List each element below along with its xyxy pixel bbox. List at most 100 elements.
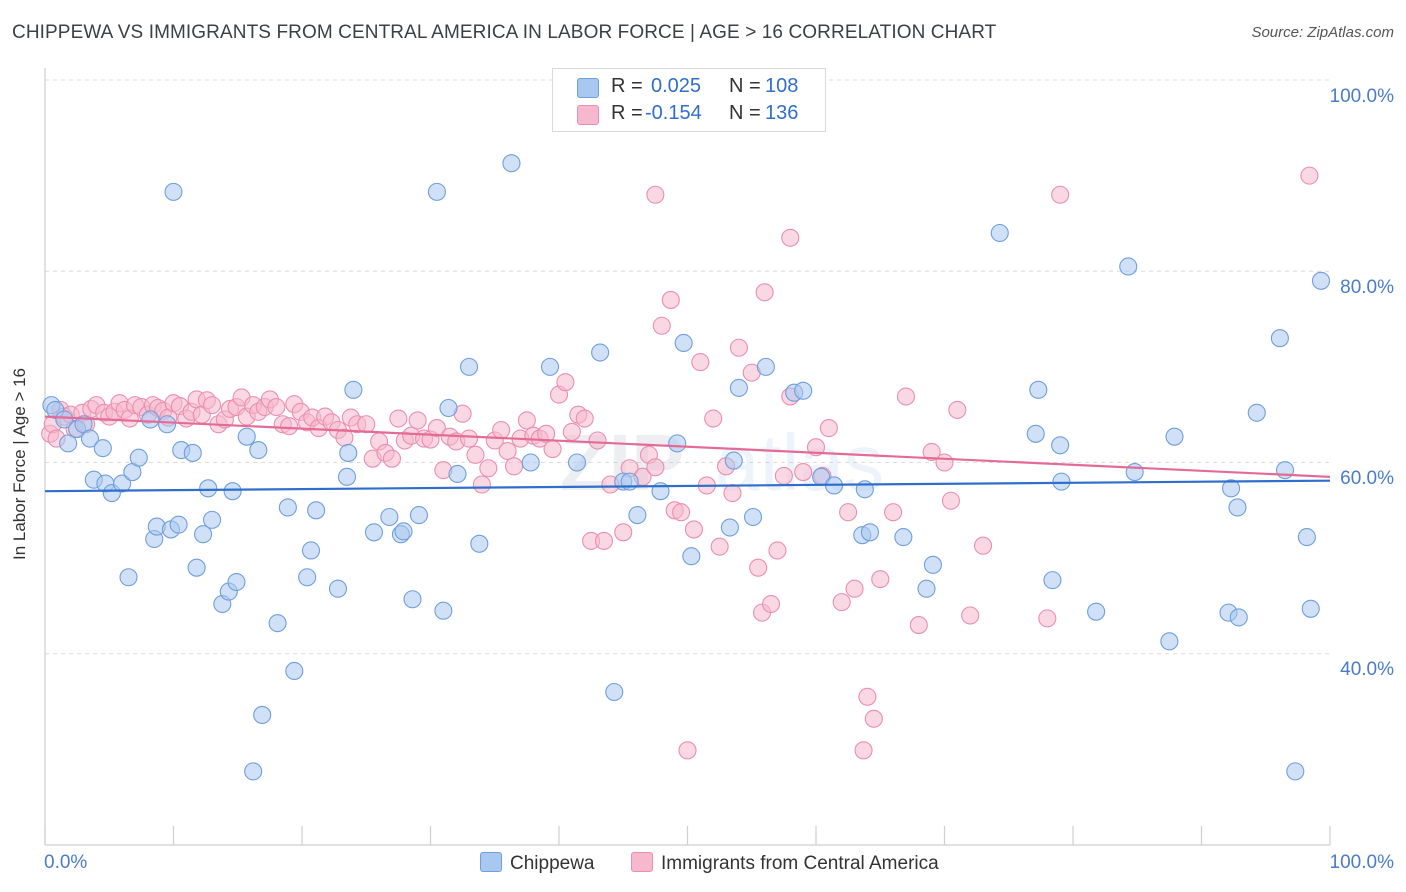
point-immigrants	[1038, 609, 1057, 628]
trend-lines	[44, 415, 1331, 493]
y-tick-80: 80.0%	[1340, 277, 1394, 298]
legend-n-label: N =	[729, 75, 761, 97]
point-chippewa	[567, 453, 587, 472]
point-chippewa	[470, 534, 489, 553]
point-immigrants	[1300, 166, 1319, 185]
legend-swatch-pink	[577, 105, 599, 125]
point-immigrants	[941, 491, 960, 510]
legend-n-value: 136	[765, 102, 799, 124]
point-chippewa	[917, 579, 936, 598]
point-chippewa	[729, 378, 748, 397]
point-chippewa	[668, 434, 687, 453]
point-immigrants	[661, 290, 680, 309]
point-immigrants	[922, 442, 941, 462]
point-immigrants	[504, 457, 524, 476]
point-chippewa	[855, 480, 874, 499]
point-chippewa	[459, 357, 479, 376]
bottom-legend-chippewa: Chippewa	[480, 852, 595, 875]
point-chippewa	[1228, 498, 1247, 517]
point-immigrants	[749, 558, 768, 577]
point-immigrants	[427, 419, 446, 438]
point-chippewa	[307, 501, 326, 520]
point-chippewa	[301, 541, 321, 560]
point-immigrants	[729, 338, 748, 357]
legend-label-immigrants: Immigrants from Central America	[661, 853, 939, 874]
point-chippewa	[337, 467, 357, 486]
point-chippewa	[743, 507, 763, 527]
point-immigrants	[858, 687, 877, 706]
point-chippewa	[1051, 436, 1070, 455]
point-immigrants	[537, 424, 556, 443]
point-chippewa	[1087, 602, 1106, 621]
point-chippewa	[403, 590, 422, 609]
point-chippewa	[540, 357, 560, 376]
point-chippewa	[1270, 329, 1289, 348]
point-chippewa	[1119, 257, 1138, 276]
point-immigrants	[864, 709, 883, 728]
point-chippewa	[1160, 632, 1179, 651]
point-chippewa	[605, 682, 624, 702]
legend-label-chippewa: Chippewa	[510, 853, 595, 874]
point-chippewa	[434, 601, 453, 620]
point-chippewa	[339, 443, 358, 462]
point-chippewa	[1052, 472, 1071, 491]
point-chippewa	[990, 223, 1009, 243]
point-immigrants	[646, 185, 665, 204]
legend-r-label: R =	[611, 75, 643, 97]
point-chippewa	[141, 410, 160, 429]
point-chippewa	[298, 568, 317, 587]
point-immigrants	[646, 458, 665, 477]
point-chippewa	[1229, 608, 1248, 627]
correlation-legend: R = 0.025 N = 108 R = -0.154 N = 136	[552, 68, 826, 132]
point-chippewa	[129, 448, 148, 467]
point-immigrants	[678, 741, 697, 760]
point-chippewa	[119, 568, 138, 587]
point-immigrants	[854, 741, 873, 760]
point-chippewa	[1247, 403, 1266, 422]
point-immigrants	[588, 431, 607, 450]
point-chippewa	[59, 434, 78, 453]
point-immigrants	[652, 316, 671, 335]
point-immigrants	[1051, 185, 1070, 204]
point-chippewa	[724, 451, 743, 470]
legend-n-label: N =	[729, 102, 761, 124]
point-chippewa	[285, 661, 304, 681]
point-chippewa	[237, 427, 256, 446]
point-immigrants	[935, 453, 954, 472]
point-immigrants	[672, 503, 691, 522]
point-immigrants	[357, 415, 376, 434]
series-immigrants-points	[41, 166, 1319, 760]
point-immigrants	[382, 449, 402, 468]
y-tick-60: 60.0%	[1340, 468, 1394, 489]
point-immigrants	[614, 523, 633, 542]
point-chippewa	[591, 343, 610, 362]
point-chippewa	[620, 472, 639, 491]
legend-swatch-pink	[631, 852, 653, 872]
point-immigrants	[794, 463, 813, 482]
point-immigrants	[594, 531, 614, 550]
point-immigrants	[691, 353, 710, 372]
legend-row-immigrants: R = -0.154 N = 136	[553, 100, 825, 128]
point-chippewa	[380, 507, 399, 527]
point-chippewa	[344, 380, 363, 399]
point-chippewa	[249, 441, 268, 460]
point-immigrants	[543, 440, 562, 459]
point-immigrants	[562, 422, 581, 441]
x-tick-min: 0.0%	[44, 852, 88, 873]
point-immigrants	[832, 593, 851, 612]
point-chippewa	[244, 762, 263, 781]
point-chippewa	[674, 333, 693, 353]
point-chippewa	[1026, 424, 1045, 443]
point-immigrants	[884, 503, 903, 522]
point-immigrants	[575, 409, 594, 428]
x-tick-max: 100.0%	[1329, 852, 1394, 873]
point-immigrants	[389, 409, 408, 428]
point-immigrants	[845, 579, 864, 598]
series-chippewa-points	[42, 154, 1331, 781]
point-immigrants	[267, 397, 286, 417]
point-immigrants	[556, 373, 575, 392]
point-chippewa	[1297, 528, 1316, 547]
point-immigrants	[517, 411, 536, 430]
point-chippewa	[1311, 271, 1331, 290]
point-chippewa	[364, 523, 384, 542]
